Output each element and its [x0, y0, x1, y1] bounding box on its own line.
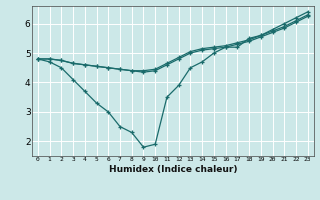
X-axis label: Humidex (Indice chaleur): Humidex (Indice chaleur): [108, 165, 237, 174]
